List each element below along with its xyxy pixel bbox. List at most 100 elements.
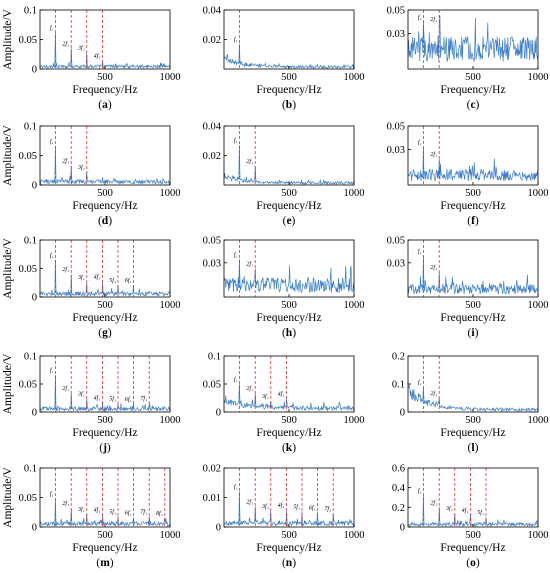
harmonic-label: 2f₁ bbox=[246, 498, 253, 505]
subplot-caption-letter: k bbox=[286, 442, 293, 454]
subplot-caption-letter: o bbox=[470, 557, 476, 569]
subplot-caption: (j) bbox=[99, 442, 111, 454]
series-line bbox=[39, 374, 171, 413]
y-tick-label: 0.02 bbox=[203, 35, 221, 46]
x-tick-label: 500 bbox=[281, 530, 297, 541]
harmonic-label: 2f₁ bbox=[430, 151, 437, 158]
x-axis-label: Frequency/Hz bbox=[256, 200, 321, 212]
x-axis-label: Frequency/Hz bbox=[256, 84, 321, 96]
x-tick-label: 1000 bbox=[160, 530, 181, 541]
axes-frame bbox=[223, 9, 355, 70]
subplot-caption-letter: g bbox=[102, 327, 108, 339]
y-tick-label: 0.1 bbox=[24, 464, 37, 475]
subplot-caption: (n) bbox=[282, 557, 296, 569]
harmonic-label: 5f₁ bbox=[109, 277, 116, 284]
harmonic-label: 2f₁ bbox=[62, 385, 69, 392]
x-tick-label: 1000 bbox=[528, 188, 549, 199]
series-line bbox=[407, 255, 539, 295]
harmonic-label: f₁ bbox=[234, 137, 238, 144]
subplot-b: f₁ 0.02 0.04 500 1000 Frequency/Hz (b) bbox=[203, 6, 365, 112]
axes-frame bbox=[223, 355, 355, 413]
y-tick-label: 0.05 bbox=[19, 151, 37, 162]
y-tick-label: 0.04 bbox=[203, 6, 222, 17]
axes-frame bbox=[39, 9, 171, 70]
x-tick-label: 1000 bbox=[344, 530, 365, 541]
x-axis-label: Frequency/Hz bbox=[72, 312, 137, 324]
harmonic-label: 3f₁ bbox=[77, 164, 85, 171]
harmonic-label: 2f₁ bbox=[430, 16, 437, 23]
series-line bbox=[39, 146, 171, 185]
harmonic-label: 4f₁ bbox=[462, 507, 469, 514]
y-tick-label: 0 bbox=[400, 408, 405, 419]
harmonic-label: f₁ bbox=[50, 367, 54, 374]
harmonic-label: f₁ bbox=[418, 14, 422, 21]
harmonic-label: 3f₁ bbox=[261, 393, 269, 400]
y-tick-label: 0.03 bbox=[387, 258, 405, 269]
y-tick-label: 0.05 bbox=[203, 236, 221, 247]
subplot-caption: (c) bbox=[467, 99, 480, 111]
x-axis-label: Frequency/Hz bbox=[440, 542, 505, 554]
subplot-k: f₁ 2f₁ 3f₁ 4f₁ 0 0.05 0.1 500 1000 Frequency/Hz (k… bbox=[203, 352, 365, 455]
subplot-caption: (f) bbox=[467, 215, 479, 227]
subplot-g: f₁ 2f₁ 3f₁ 4f₁ 5f₁ 6f₁ 0 0.05 0.1 500 1000 Frequenc… bbox=[2, 236, 181, 340]
harmonic-label: 4f₁ bbox=[94, 274, 101, 281]
y-tick-label: 0.05 bbox=[19, 35, 37, 46]
harmonic-label: 5f₁ bbox=[109, 508, 116, 515]
y-tick-label: 0.05 bbox=[19, 264, 37, 275]
harmonic-label: 7f₁ bbox=[140, 508, 147, 515]
y-tick-label: 0.05 bbox=[19, 493, 37, 504]
subplot-caption-letter: l bbox=[471, 442, 474, 454]
harmonic-label: 6f₁ bbox=[125, 396, 132, 403]
y-tick-label: 0 bbox=[32, 65, 37, 76]
series-line bbox=[223, 259, 355, 294]
subplot-caption: (b) bbox=[282, 99, 296, 111]
y-tick-label: 0.05 bbox=[387, 122, 405, 133]
harmonic-label: 5f₁ bbox=[293, 504, 300, 511]
subplot-f: f₁ 2f₁ 0.03 0.05 500 1000 Frequency/Hz (f) bbox=[387, 122, 549, 228]
harmonic-label: 2f₁ bbox=[62, 500, 69, 507]
x-axis-label: Frequency/Hz bbox=[440, 200, 505, 212]
x-tick-label: 500 bbox=[97, 415, 113, 426]
x-axis-label: Frequency/Hz bbox=[72, 84, 137, 96]
y-tick-label: 0.1 bbox=[24, 6, 37, 17]
axes-frame bbox=[39, 125, 171, 186]
series-line bbox=[407, 15, 539, 62]
x-axis-label: Frequency/Hz bbox=[256, 542, 321, 554]
subplot-e: f₁ 2f₁ 0.02 0.04 500 1000 Frequency/Hz (e) bbox=[203, 122, 365, 228]
harmonic-label: 2f₁ bbox=[246, 261, 253, 268]
harmonic-label: 5f₁ bbox=[109, 396, 116, 403]
subplot-d: f₁ 2f₁ 3f₁ 0 0.05 0.1 500 1000 Frequency/Hz Ampli… bbox=[2, 122, 181, 228]
harmonic-label: 4f₁ bbox=[94, 53, 101, 60]
x-tick-label: 1000 bbox=[344, 188, 365, 199]
harmonic-label: 2f₁ bbox=[430, 264, 437, 271]
x-axis-label: Frequency/Hz bbox=[256, 312, 321, 324]
harmonic-label: 5f₁ bbox=[477, 509, 484, 516]
subplot-caption-letter: m bbox=[100, 557, 110, 569]
y-tick-label: 0.01 bbox=[203, 493, 221, 504]
harmonic-label: 2f₁ bbox=[246, 158, 253, 165]
harmonic-label: 6f₁ bbox=[125, 510, 132, 517]
x-tick-label: 1000 bbox=[344, 300, 365, 311]
harmonic-label: f₁ bbox=[418, 488, 422, 495]
series-line bbox=[407, 147, 539, 182]
subplot-c: f₁ 2f₁ 0.03 0.05 500 1000 Frequency/Hz (c) bbox=[387, 6, 549, 112]
harmonic-label: 2f₁ bbox=[62, 40, 69, 47]
series-line bbox=[39, 498, 171, 527]
axes-frame bbox=[39, 355, 171, 413]
x-axis-label: Frequency/Hz bbox=[440, 84, 505, 96]
subplot-caption: (l) bbox=[468, 442, 479, 454]
x-tick-label: 1000 bbox=[160, 300, 181, 311]
harmonic-label: 2f₁ bbox=[246, 385, 253, 392]
x-tick-label: 500 bbox=[97, 188, 113, 199]
series-line bbox=[223, 383, 355, 412]
subplot-caption: (k) bbox=[282, 442, 296, 454]
x-tick-label: 500 bbox=[281, 72, 297, 83]
x-tick-label: 500 bbox=[465, 188, 481, 199]
subplot-caption-letter: d bbox=[102, 215, 109, 227]
subplot-n: f₁ 2f₁ 3f₁ 4f₁ 5f₁ 6f₁ 7f₁ 0 0.01 0.02 500 1000 Freq… bbox=[203, 464, 365, 570]
x-tick-label: 500 bbox=[281, 188, 297, 199]
harmonic-label: 3f₁ bbox=[77, 506, 85, 513]
subplot-caption-letter: j bbox=[102, 442, 107, 454]
subplot-a: f₁ 2f₁ 3f₁ 4f₁ 0 0.05 0.1 500 1000 Frequency/Hz Am… bbox=[2, 6, 181, 112]
y-tick-label: 0.2 bbox=[392, 352, 405, 363]
